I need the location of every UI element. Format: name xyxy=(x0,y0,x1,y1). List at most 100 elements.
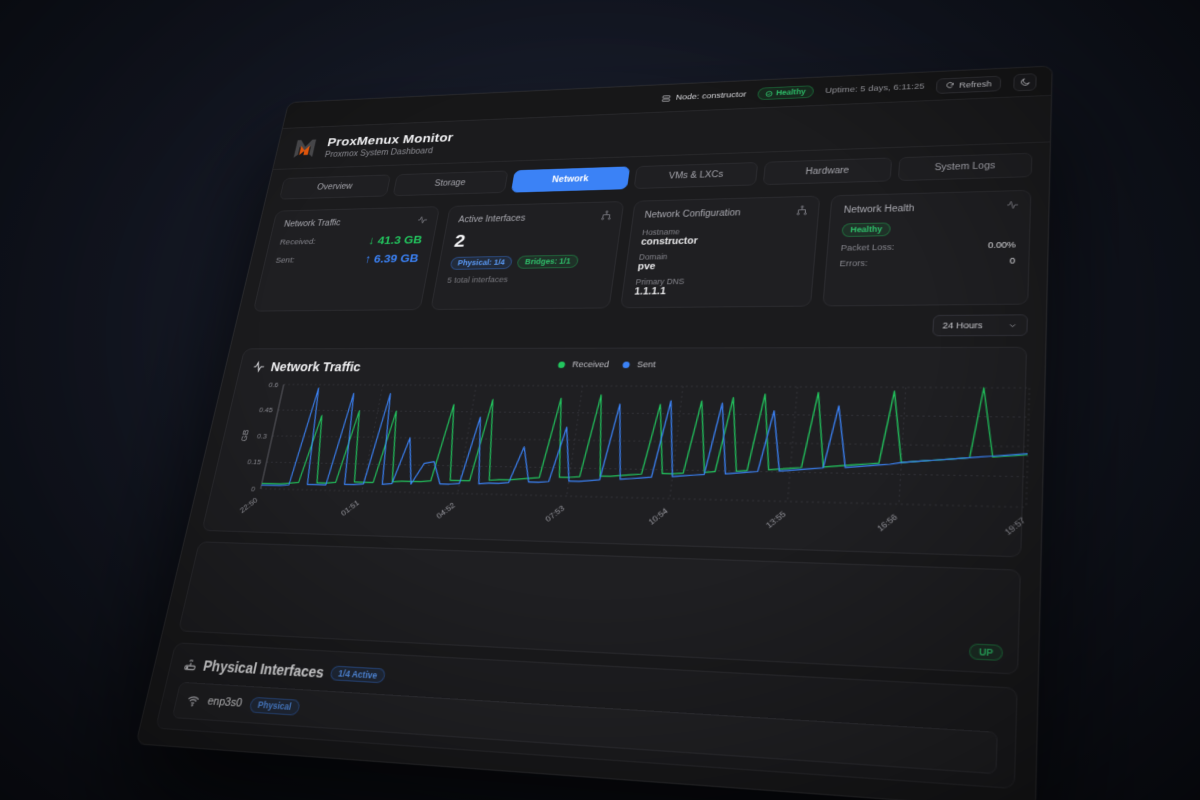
grid-line-y xyxy=(284,384,1030,387)
x-tick-label: 01:51 xyxy=(340,498,361,517)
tab-hardware[interactable]: Hardware xyxy=(763,157,893,186)
legend-swatch-sent xyxy=(622,361,631,369)
health-status-badge: Healthy xyxy=(841,222,891,237)
chevron-down-icon xyxy=(1007,321,1017,330)
network-traffic-chart: 0 0.15 0.3 0.45 0.6 GB 22:50 01:51 04:52 07:53 10:… xyxy=(238,381,1036,537)
card-title: Active Interfaces xyxy=(457,213,527,225)
card-network-configuration: Network Configuration Hostname construct… xyxy=(619,195,821,309)
network-nodes-icon xyxy=(600,210,613,221)
chart-series-received xyxy=(262,384,1030,501)
legend-swatch-received xyxy=(557,361,566,369)
badge-physical: Physical: 1/4 xyxy=(449,255,514,270)
proxmenux-logo-icon xyxy=(293,139,317,158)
node-label: Node: constructor xyxy=(675,90,747,103)
tab-overview[interactable]: Overview xyxy=(279,174,391,200)
network-tree-icon xyxy=(796,205,809,216)
y-tick-label: 0.3 xyxy=(256,432,268,441)
check-circle-icon xyxy=(765,90,773,97)
chart-series-sent xyxy=(261,388,1029,503)
legend-item-sent: Sent xyxy=(622,360,656,369)
tab-network[interactable]: Network xyxy=(510,166,631,193)
received-row: Received: ↓ 41.3 GB xyxy=(278,233,423,249)
y-tick-label: 0.6 xyxy=(268,381,280,389)
sent-value: ↑ 6.39 GB xyxy=(363,251,420,266)
activity-icon xyxy=(416,215,429,225)
uptime-label: Uptime: 5 days, 6:11:25 xyxy=(824,81,925,96)
time-range-select[interactable]: 24 Hours xyxy=(932,314,1029,337)
network-traffic-chart-panel: Received Sent Network Traffic 0 0.15 0.3 0.… xyxy=(201,346,1027,558)
activity-icon xyxy=(1006,199,1019,210)
dns-value: 1.1.1.1 xyxy=(633,286,667,298)
grid-line-y xyxy=(278,410,1029,417)
wifi-icon xyxy=(186,694,201,708)
status-badge-label: Healthy xyxy=(775,87,807,98)
card-title: Network Traffic xyxy=(282,218,342,230)
time-range-value: 24 Hours xyxy=(942,320,983,331)
server-icon xyxy=(661,94,671,103)
grid-line-y xyxy=(267,462,1027,477)
packet-loss-label: Packet Loss: xyxy=(840,241,895,253)
errors-value: 0 xyxy=(1009,255,1016,266)
grid-line-x xyxy=(788,387,798,502)
errors-row: Errors: 0 xyxy=(839,255,1015,267)
status-badge-healthy: Healthy xyxy=(757,85,815,100)
legend-label-received: Received xyxy=(571,359,610,370)
x-tick-label: 19:57 xyxy=(1002,515,1027,537)
interface-name: enp3s0 xyxy=(206,695,244,711)
errors-label: Errors: xyxy=(839,258,868,268)
interface-type-badge: Physical xyxy=(248,696,301,716)
received-label: Received: xyxy=(278,237,317,248)
card-network-health: Network Health Healthy Packet Loss: 0.00… xyxy=(822,189,1032,307)
summary-cards: Network Traffic Received: ↓ 41.3 GB Sent… xyxy=(239,184,1049,312)
packet-loss-row: Packet Loss: 0.00% xyxy=(840,240,1015,253)
y-tick-label: 0.45 xyxy=(258,406,274,415)
tab-vms-lxcs[interactable]: VMs & LXCs xyxy=(634,162,759,189)
refresh-button[interactable]: Refresh xyxy=(936,75,1002,94)
hostname-value: constructor xyxy=(640,235,699,248)
card-network-traffic: Network Traffic Received: ↓ 41.3 GB Sent… xyxy=(252,206,440,312)
x-tick-label: 13:55 xyxy=(764,509,788,530)
x-tick-label: 16:56 xyxy=(875,512,899,533)
chart-canvas: 0 0.15 0.3 0.45 0.6 GB 22:50 01:51 04:52 07:53 10:… xyxy=(217,379,1009,545)
activity-icon xyxy=(251,361,266,373)
y-tick-label: 0 xyxy=(250,484,256,493)
total-interfaces-label: 5 total interfaces xyxy=(446,274,509,285)
tab-system-logs[interactable]: System Logs xyxy=(897,152,1033,182)
received-value: ↓ 41.3 GB xyxy=(367,233,424,247)
theme-toggle-button[interactable] xyxy=(1013,72,1037,91)
node-indicator: Node: constructor xyxy=(661,90,747,103)
health-badge-row: Healthy xyxy=(841,220,1017,237)
x-tick-label: 07:53 xyxy=(544,504,566,524)
chart-legend: Received Sent xyxy=(557,359,656,370)
router-icon xyxy=(182,657,198,672)
card-title: Network Configuration xyxy=(643,208,742,221)
card-active-interfaces: Active Interfaces 2 Physical: 1/4 Bridge… xyxy=(430,201,624,310)
physical-interfaces-title: Physical Interfaces xyxy=(201,657,326,681)
chart-title: Network Traffic xyxy=(269,359,363,375)
legend-label-sent: Sent xyxy=(636,359,657,370)
card-title: Network Health xyxy=(843,203,915,216)
refresh-label: Refresh xyxy=(958,79,992,90)
grid-line-y xyxy=(261,489,1027,508)
active-interfaces-count: 2 xyxy=(452,231,467,252)
tab-storage[interactable]: Storage xyxy=(392,170,509,197)
status-chip-up: UP xyxy=(969,642,1004,662)
x-tick-label: 10:54 xyxy=(647,506,671,527)
sent-row: Sent: ↑ 6.39 GB xyxy=(274,251,420,267)
y-axis-label: GB xyxy=(239,429,251,441)
physical-active-badge: 1/4 Active xyxy=(329,665,387,684)
x-tick-label: 04:52 xyxy=(435,501,457,521)
legend-item-received: Received xyxy=(557,359,610,370)
app-window: Node: constructor Healthy Uptime: 5 days… xyxy=(135,65,1053,800)
badge-bridges: Bridges: 1/1 xyxy=(516,254,579,269)
packet-loss-value: 0.00% xyxy=(987,239,1016,250)
refresh-icon xyxy=(946,81,956,89)
sent-label: Sent: xyxy=(274,255,296,266)
interface-badges: Physical: 1/4 Bridges: 1/1 xyxy=(449,254,604,270)
y-tick-label: 0.15 xyxy=(246,458,262,467)
grid-line-x xyxy=(362,385,383,491)
moon-icon xyxy=(1019,77,1031,87)
x-tick-label: 22:50 xyxy=(238,496,258,515)
grid-line-x xyxy=(1026,388,1029,507)
